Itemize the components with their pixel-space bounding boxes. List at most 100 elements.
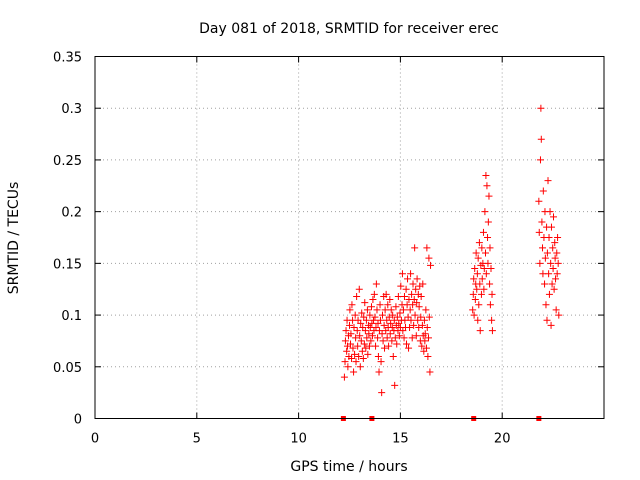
data-point [471,265,479,273]
data-point [349,344,357,352]
data-point [470,311,478,319]
data-point [535,197,543,205]
data-point [484,234,492,241]
data-point [392,303,400,311]
data-point [553,270,561,278]
data-point [547,321,555,329]
data-point [389,352,397,360]
data-point [426,368,434,376]
data-point [553,249,561,257]
data-point [539,244,547,252]
data-point [362,316,370,324]
data-point [545,270,553,278]
data-point [377,358,385,366]
y-tick-label: 0.35 [53,51,82,66]
data-point [544,177,552,185]
data-point [376,301,384,309]
data-point [545,290,553,298]
data-point [476,327,484,335]
data-point [370,316,378,324]
data-point [488,316,496,324]
data-point [486,244,494,252]
data-point [346,321,353,329]
data-point [382,290,390,298]
data-point [542,301,550,309]
data-point [417,292,425,300]
data-point [413,299,421,307]
data-point [378,389,386,397]
data-point [478,275,486,283]
data-point [541,280,549,288]
data-point [350,368,358,376]
grid-lines [95,56,604,419]
data-point [388,323,396,331]
data-point [395,332,403,340]
data-point [388,337,396,345]
data-point [368,319,376,327]
data-point [348,355,356,363]
data-point [411,244,419,252]
data-point [410,321,418,329]
data-point [408,334,416,342]
data-point [361,327,369,335]
x-axis-label: GPS time / hours [290,459,407,475]
data-point [408,290,416,298]
data-point [551,254,559,262]
data-point [406,306,414,314]
data-point [407,316,415,324]
data-point [409,280,417,288]
y-tick-label: 0.15 [53,257,82,272]
data-point [481,208,489,216]
y-tick-label: 0.3 [61,102,82,117]
data-point [360,340,368,348]
data-point [427,261,435,269]
data-point [352,358,360,366]
x-tick-label: 10 [290,432,307,447]
data-point [371,313,379,321]
data-point [484,218,492,226]
data-point [413,275,421,283]
y-axis-label: SRMTID / TECUs [6,182,22,295]
data-point [548,280,556,288]
data-point [422,306,430,314]
data-point [359,355,367,363]
data-point [475,239,483,247]
data-point [353,292,361,300]
data-point [374,352,382,360]
data-point [348,301,356,309]
data-point [541,254,549,262]
data-point [373,306,381,314]
data-point [486,280,494,288]
data-points [340,104,563,397]
data-point [539,187,547,195]
data-point [361,299,369,307]
data-point [477,290,485,298]
data-point [419,280,427,288]
data-point [552,275,560,283]
data-point [372,280,380,288]
data-point [386,296,394,304]
data-point [356,363,364,371]
data-point [404,313,412,321]
y-tick-label: 0.2 [61,206,82,221]
data-point [390,316,398,324]
data-point [487,265,495,273]
data-point [351,350,359,358]
data-point [376,316,384,324]
data-point [547,259,555,267]
data-point [483,182,491,190]
data-point [473,270,481,278]
data-point [372,323,380,331]
axis-ticks: 0 5 10 15 20 0 0.05 0.1 0.15 0.2 0.25 0.3 0.35 [53,51,604,447]
data-point [362,344,370,352]
data-point [417,313,425,321]
x-tick-label: 20 [494,432,511,447]
data-point [355,352,363,360]
data-point [375,368,383,376]
data-point [389,311,397,319]
data-point [424,352,432,360]
data-point [412,332,420,340]
data-point [482,171,490,179]
data-point [547,223,555,231]
data-point [404,275,412,283]
